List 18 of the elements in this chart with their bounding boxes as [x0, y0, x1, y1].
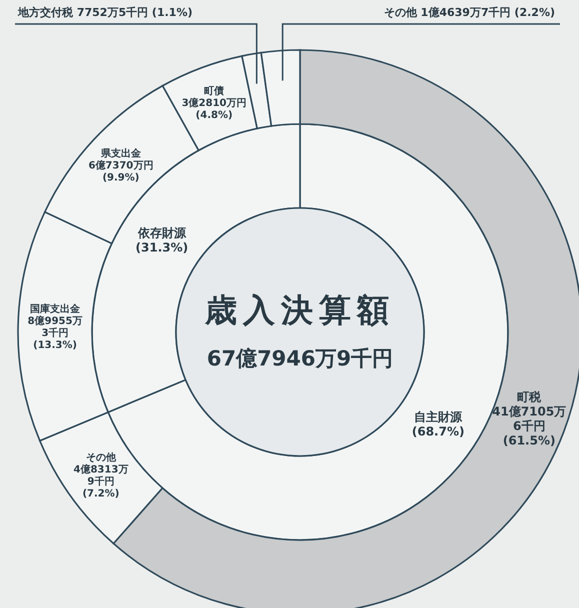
- data-label: (61.5%): [502, 433, 556, 448]
- text: 歳入決算額: [204, 291, 395, 330]
- slice-label: 地方交付税 7752万5千円 (1.1%): [17, 6, 192, 19]
- slice-label: その他 4億8313万9千円: [73, 451, 128, 488]
- slice-label: 依存財源: [136, 226, 187, 240]
- slice-label: 自主財源: [414, 410, 464, 424]
- text: 67億7946万9千円: [206, 346, 394, 370]
- data-label: (31.3%): [136, 240, 188, 254]
- slice-label: 町税 41億7105万6千円: [492, 390, 566, 433]
- slice-label: 県支出金 6億7370万円: [88, 147, 154, 172]
- data-label: (13.3%): [33, 340, 77, 352]
- data-label: (68.7%): [412, 424, 464, 438]
- slice-label: 町債 3億2810万円: [182, 85, 247, 110]
- slice-label: 国庫支出金 8億9955万3千円: [28, 303, 82, 340]
- data-label: (7.2%): [82, 488, 120, 500]
- slice-label: その他 1億4639万7千円 (2.2%): [384, 6, 555, 19]
- data-label: (9.9%): [102, 172, 140, 184]
- data-label: (4.8%): [196, 110, 233, 122]
